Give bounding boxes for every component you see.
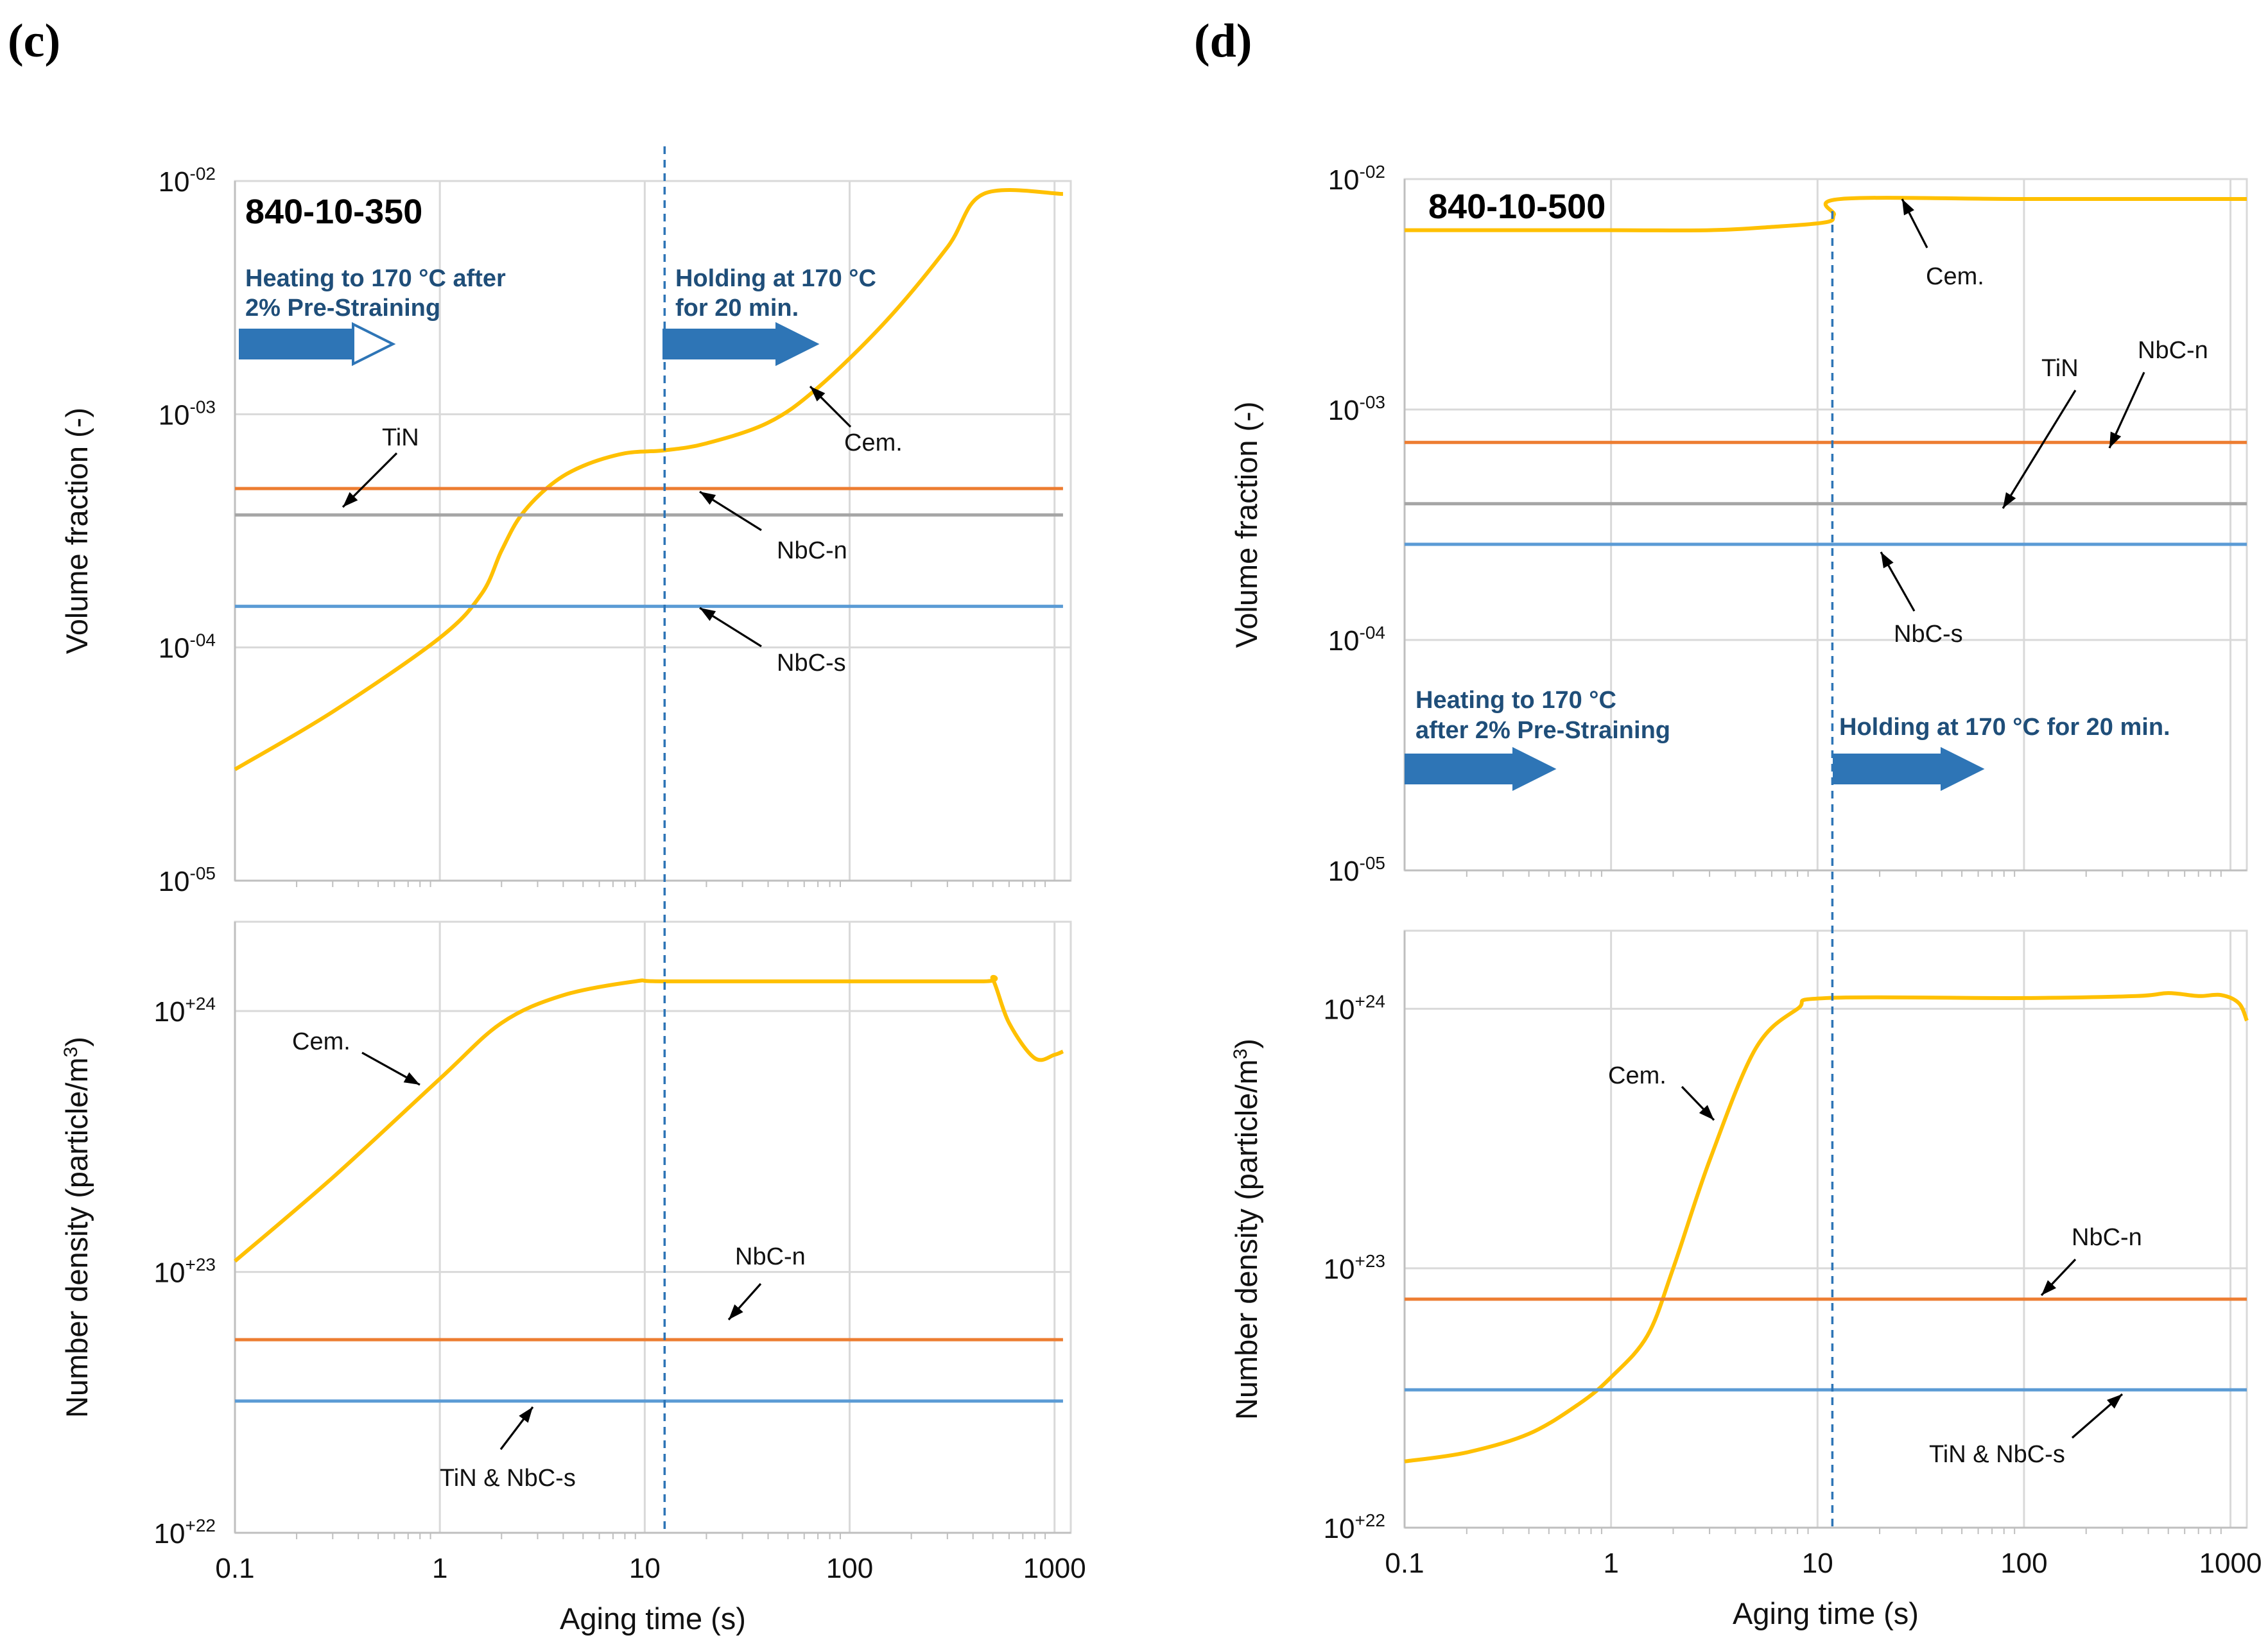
panel-d-ann-vf-nbcn: NbC-n (2138, 337, 2208, 364)
panel-d-ann-vf-cem: Cem. (1926, 263, 1984, 290)
panel-c-xtick: 1000 (1023, 1553, 1086, 1584)
panel-c-xtick: 0.1 (215, 1553, 254, 1584)
panel-c-ann-nd-tin-nbcs: TiN & NbC-s (440, 1465, 576, 1492)
panel-c-xlabel: Aging time (s) (560, 1601, 746, 1636)
panel-d-stage2-arrow-shaft (1833, 754, 1942, 784)
panel-c-sample-label: 840-10-350 (245, 193, 422, 231)
panel-d-xtick: 1 (1603, 1548, 1618, 1579)
panel-c-nd-frame (234, 920, 1072, 1534)
panel-c-ann-nd-cem-arrow-head (403, 1072, 420, 1085)
panel-d-xtick: 0.1 (1385, 1548, 1424, 1579)
panel-d-vf-series-cem- (1405, 196, 2247, 233)
panel-d-nd-ylabel: Number density (particle/m3) (1229, 1039, 1263, 1420)
panel-d-xlabel: Aging time (s) (1733, 1596, 1919, 1630)
panel-d-ann-nd-nbcn: NbC-n (2072, 1224, 2142, 1251)
panel-d-label: (d) (1194, 15, 1252, 67)
panel-d-vf-ylabel: Volume fraction (-) (1229, 402, 1263, 648)
panel-c-stage2-line1: Holding at 170 °C (675, 265, 876, 292)
panel-d-nd-series-cem- (1404, 991, 2249, 1463)
panel-c-stage2-line2: for 20 min. (675, 295, 799, 322)
panel-d-ann-tin-arrow-head (2003, 492, 2016, 508)
panel-d-stage2-line1: Holding at 170 °C for 20 min. (1839, 714, 2170, 741)
panel-d-vf-ytick: 10-05 (1328, 853, 1385, 887)
panel-c-stage1-line2: 2% Pre-Straining (245, 295, 440, 322)
panel-c-vf-ytick: 10-04 (159, 630, 216, 664)
panel-d-ann-vf-nbcs-arrow-head (1881, 552, 1894, 569)
panel-d-ann-nd-cem: Cem. (1608, 1062, 1666, 1089)
panel-c-ann-nd-nbcn-arrow-head (729, 1304, 743, 1320)
panel-c-nd-ylabel: Number density (particle/m3) (60, 1037, 94, 1418)
panel-c-nd-series-cem- (234, 974, 1064, 1263)
panel-d-stage1-line2: after 2% Pre-Straining (1415, 717, 1670, 744)
panel-d-ann-vf-cem-arrow-head (1902, 199, 1914, 216)
panel-c-ann-vf-cem-arrow-head (810, 386, 826, 402)
panel-c-ann-nd-nbcn: NbC-n (735, 1243, 806, 1270)
panel-d-ann-tin: TiN (2041, 355, 2079, 382)
panel-c-label: (c) (8, 15, 60, 67)
panel-d-ann-nd-cem-arrow-head (1699, 1105, 1714, 1120)
panel-c-xtick: 10 (629, 1553, 661, 1584)
panel-c-ann-vf-nbcn-arrow-head (700, 492, 716, 505)
panel-d-vf-ytick: 10-04 (1328, 623, 1385, 657)
panel-d-stage1-arrow-head (1512, 747, 1557, 791)
panel-d-sample-label: 840-10-500 (1428, 187, 1606, 226)
panel-d-xtick: 10 (1802, 1548, 1833, 1579)
panel-c-xtick: 1 (432, 1553, 447, 1584)
panel-d-ann-tin-arrow (2002, 390, 2077, 509)
panel-c-vf-ytick: 10-02 (159, 164, 216, 198)
panel-c-vf-series-cem- (234, 188, 1064, 772)
panel-c-nd-ytick: 10+24 (154, 994, 216, 1028)
panel-c-stage2-arrow-head (775, 322, 820, 367)
panel-c-vf-ytick: 10-05 (159, 863, 216, 897)
panel-c-ann-nd-cem: Cem. (292, 1028, 351, 1055)
panel-c-ann-vf-nbcn: NbC-n (777, 537, 847, 564)
panel-c-stage2-arrow-shaft (662, 329, 777, 359)
panel-d-ann-vf-nbcs: NbC-s (1894, 621, 1963, 648)
panel-d-ann-nd-tin-nbcs: TiN & NbC-s (1929, 1441, 2065, 1468)
panel-d-stage1-line1: Heating to 170 °C (1415, 687, 1616, 714)
panel-d-vf-ytick: 10-02 (1328, 162, 1385, 196)
panel-c-ann-vf-cem: Cem. (844, 429, 903, 456)
panel-c-stage1-line1: Heating to 170 °C after (245, 265, 506, 292)
panel-d-nd-ytick: 10+23 (1324, 1251, 1385, 1285)
panel-c-ann-nd-tin-nbcs-arrow-head (519, 1407, 533, 1423)
panel-c-nd-ytick: 10+23 (154, 1255, 216, 1289)
panel-c-vf-ytick: 10-03 (159, 397, 216, 431)
panel-c-ann-tin: TiN (382, 424, 419, 451)
panel-d-nd-ytick: 10+24 (1324, 992, 1385, 1026)
panel-d-stage2-arrow-head (1941, 747, 1985, 791)
panel-c-stage1-arrow-head (352, 322, 396, 367)
panel-c-ann-vf-nbcs: NbC-s (777, 650, 846, 677)
panel-d-nd-ytick: 10+22 (1324, 1510, 1385, 1544)
panel-d-ann-nd-tin-nbcs-arrow-head (2106, 1394, 2122, 1409)
panel-c-xtick: 100 (826, 1553, 873, 1584)
panel-c-stage1-arrow-shaft (239, 329, 353, 359)
panel-d-ann-vf-nbcn-arrow-head (2109, 431, 2122, 448)
panel-c-vf-ylabel: Volume fraction (-) (60, 408, 94, 654)
panel-d-xtick: 100 (2000, 1548, 2047, 1579)
panel-c-ann-vf-nbcs-arrow-head (700, 608, 716, 621)
panel-d-stage1-arrow-shaft (1405, 754, 1514, 784)
panel-d-ann-nd-nbcn-arrow-head (2041, 1280, 2057, 1295)
panel-c-nd-ytick: 10+22 (154, 1515, 216, 1549)
panel-d-vf-ytick: 10-03 (1328, 392, 1385, 426)
panel-c-ann-tin-arrow-head (343, 492, 358, 507)
panel-d-xtick: 1000 (2199, 1548, 2262, 1579)
